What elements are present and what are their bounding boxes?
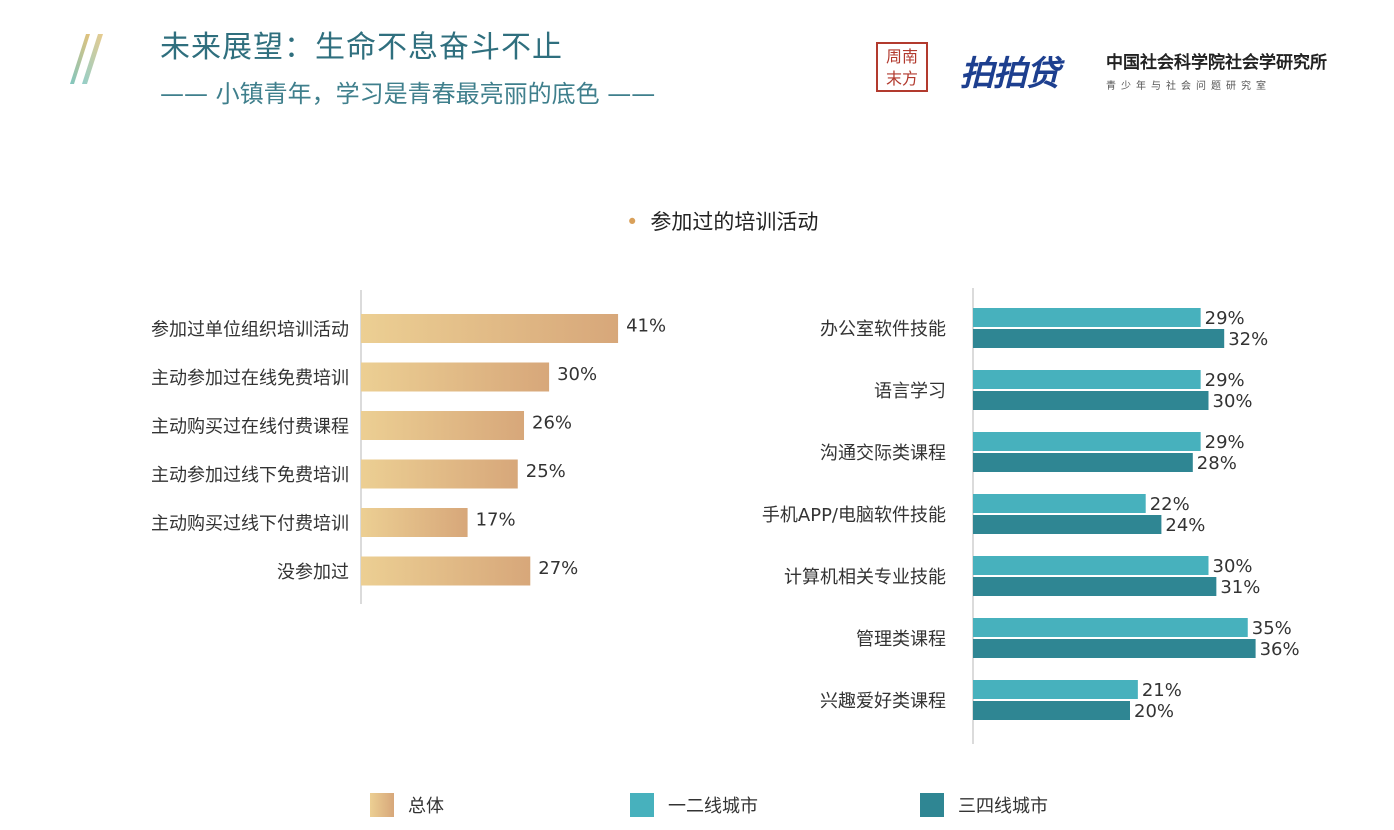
legend-label-tier34: 三四线城市 — [958, 796, 1048, 817]
chart-title: • 参加过的培训活动 — [626, 206, 818, 236]
value-label: 26% — [532, 413, 572, 434]
category-label: 管理类课程 — [856, 629, 946, 650]
page-subtitle: —— 小镇青年，学习是青春最亮丽的底色 —— — [160, 80, 656, 108]
value-label: 20% — [1134, 701, 1174, 722]
legend-item-tier12: 一二线城市 — [630, 790, 758, 820]
bar-tier34 — [973, 639, 1256, 658]
bar-overall — [361, 411, 525, 440]
legend-item-overall: 总体 — [370, 790, 444, 820]
bar-tier12 — [973, 370, 1201, 389]
value-label: 27% — [538, 558, 578, 579]
bar-tier12 — [973, 494, 1146, 513]
decorative-stripes-icon — [70, 34, 103, 84]
value-label: 25% — [526, 461, 566, 482]
legend-item-tier34: 三四线城市 — [920, 790, 1048, 820]
category-label: 主动参加过线下免费培训 — [151, 465, 349, 486]
value-label: 28% — [1197, 453, 1237, 474]
cass-logo-name: 中国社会科学院社会学研究所 — [1106, 53, 1327, 73]
value-label: 29% — [1205, 370, 1245, 391]
bar-overall — [361, 556, 531, 586]
value-label: 32% — [1228, 329, 1268, 350]
category-label: 没参加过 — [277, 562, 349, 583]
category-label: 参加过单位组织培训活动 — [151, 320, 349, 341]
value-label: 29% — [1205, 308, 1245, 329]
legend-swatch-tier34 — [920, 793, 944, 817]
left-bar-chart: 参加过单位组织培训活动 41% 主动参加过在线免费培训 30% 主动购买过在线付费课程 2… — [151, 290, 666, 604]
category-label: 语言学习 — [874, 381, 946, 402]
category-label: 计算机相关专业技能 — [784, 567, 946, 588]
category-label: 主动参加过在线免费培训 — [151, 368, 349, 389]
category-label: 兴趣爱好类课程 — [820, 691, 946, 712]
cass-logo: 中国社会科学院社会学研究所 青少年与社会问题研究室 — [1106, 48, 1327, 92]
value-label: 31% — [1220, 577, 1260, 598]
value-label: 30% — [557, 364, 597, 385]
value-label: 41% — [626, 316, 666, 337]
bar-tier12 — [973, 308, 1201, 327]
bar-tier34 — [973, 453, 1193, 472]
seal-logo: 周南 末方 — [876, 42, 928, 92]
bar-tier12 — [973, 432, 1201, 451]
value-label: 35% — [1252, 618, 1292, 639]
bar-tier34 — [973, 515, 1162, 534]
legend-swatch-overall — [370, 793, 394, 817]
category-label: 主动购买过线下付费培训 — [151, 514, 349, 535]
bar-tier12 — [973, 556, 1209, 575]
bar-overall — [361, 314, 619, 343]
value-label: 29% — [1205, 432, 1245, 453]
bar-tier12 — [973, 618, 1248, 637]
legend-swatch-tier12 — [630, 793, 654, 817]
value-label: 36% — [1260, 639, 1300, 660]
bar-tier34 — [973, 577, 1217, 596]
chart-title-text: 参加过的培训活动 — [650, 210, 819, 234]
bar-tier34 — [973, 391, 1209, 410]
bar-tier34 — [973, 329, 1225, 348]
cass-logo-subname: 青少年与社会问题研究室 — [1106, 81, 1271, 92]
category-label: 沟通交际类课程 — [820, 443, 946, 464]
bar-tier12 — [973, 680, 1138, 699]
value-label: 22% — [1150, 494, 1190, 515]
category-label: 办公室软件技能 — [820, 319, 946, 340]
value-label: 30% — [1213, 556, 1253, 577]
value-label: 30% — [1213, 391, 1253, 412]
legend-label-tier12: 一二线城市 — [668, 796, 758, 817]
category-label: 手机APP/电脑软件技能 — [762, 505, 946, 526]
category-label: 主动购买过在线付费课程 — [151, 417, 349, 438]
bar-tier34 — [973, 701, 1130, 720]
bar-overall — [361, 508, 468, 537]
value-label: 21% — [1142, 680, 1182, 701]
bar-overall — [361, 459, 518, 489]
page-title: 未来展望：生命不息奋斗不止 — [160, 30, 563, 65]
value-label: 24% — [1165, 515, 1205, 536]
bar-overall — [361, 362, 550, 392]
legend-label-overall: 总体 — [408, 796, 444, 817]
right-bar-chart: 29%32%办公室软件技能29%30%语言学习29%28%沟通交际类课程22%2… — [762, 288, 1300, 744]
bullet-icon: • — [626, 210, 639, 234]
value-label: 17% — [476, 510, 516, 531]
ppd-logo: 拍拍贷 — [960, 54, 1060, 94]
